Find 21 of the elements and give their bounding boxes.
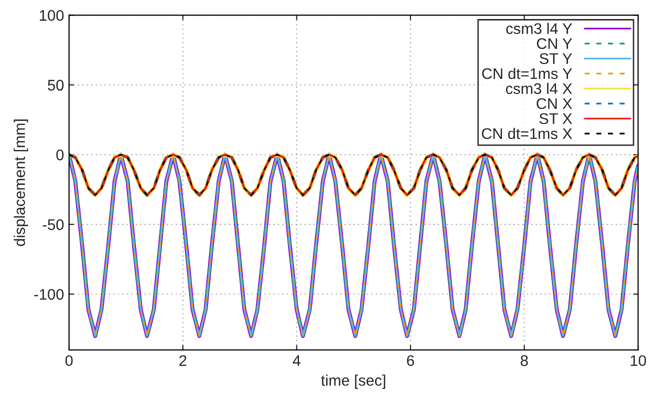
legend-label: csm3 l4 Y	[506, 22, 572, 34]
x-tick-label: 2	[179, 355, 186, 366]
legend-label: ST X	[539, 113, 572, 124]
legend-label: csm3 l4 X	[506, 82, 572, 94]
legend-label: CN X	[536, 98, 572, 110]
x-tick-label: 10	[630, 355, 646, 366]
legend-label: CN Y	[536, 38, 572, 50]
x-tick-label: 6	[407, 355, 414, 366]
legend-label: ST Y	[540, 53, 572, 64]
y-tick-label: 0	[56, 150, 64, 160]
y-tick-label: -100	[34, 288, 64, 300]
y-tick-label: 100	[40, 10, 64, 21]
legend-label: CN dt=1ms X	[482, 128, 572, 140]
x-tick-label: 4	[292, 355, 300, 366]
y-axis-title: displacement [mm]	[14, 120, 28, 246]
x-tick-label: 8	[520, 355, 528, 366]
x-axis-title: time [sec]	[321, 374, 386, 389]
legend-label: CN dt=1ms Y	[482, 68, 572, 80]
x-tick-label: 0	[65, 355, 73, 366]
y-tick-label: -50	[42, 219, 64, 230]
y-tick-label: 50	[48, 80, 64, 91]
